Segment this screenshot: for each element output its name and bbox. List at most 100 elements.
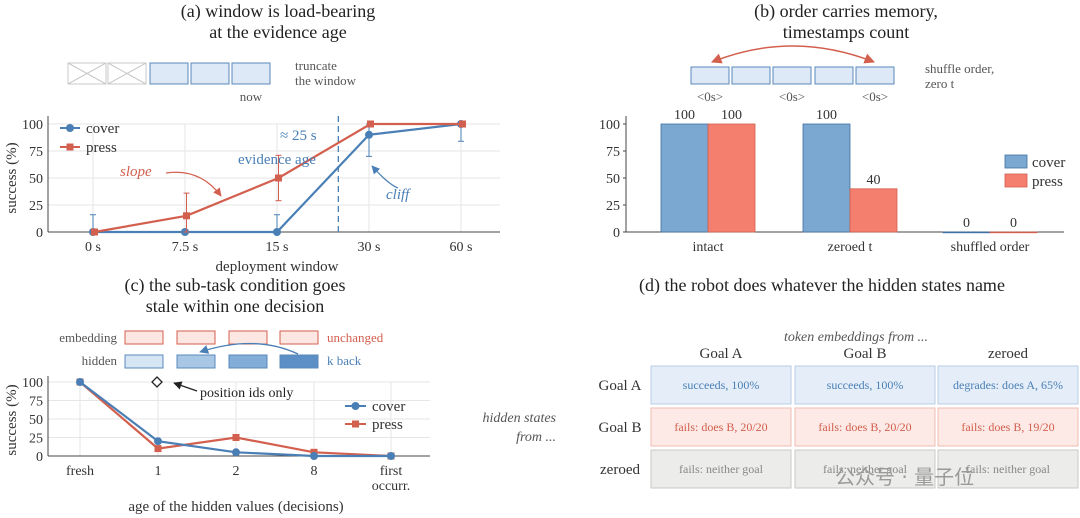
row-caption-2: from ... (516, 430, 556, 445)
y-tick-label: 50 (606, 172, 620, 187)
x-tick-label: occurr. (372, 479, 410, 494)
x-tick-label: 0 s (85, 240, 101, 255)
x-tick-label: 60 s (450, 240, 473, 255)
y-tick-label: 75 (29, 395, 43, 410)
panel-b-title-line1: (b) order carries memory, (754, 1, 938, 22)
table-cell-text: succeeds, 100% (827, 378, 904, 392)
data-point-cover (232, 448, 240, 457)
y-tick-label: 0 (36, 226, 43, 241)
panel-c-title-line2: stale within one decision (146, 296, 324, 316)
bar-value-label: 40 (867, 173, 881, 188)
hidden-box (279, 354, 319, 369)
column-header: zeroed (988, 346, 1028, 362)
data-point-cover (76, 378, 84, 386)
shuffle-label-2: zero t (925, 76, 955, 91)
position-ids-marker (151, 376, 163, 388)
hidden-box (124, 354, 164, 369)
legend-label: press (1032, 174, 1063, 190)
evidence-age-value: ≈ 25 s (280, 128, 317, 144)
truncate-label-2: the window (295, 73, 357, 88)
evidence-age-label: evidence age (238, 152, 316, 168)
row-caption-1: hidden states (483, 411, 557, 426)
table-cell-text: fails: does B, 20/20 (818, 420, 911, 434)
x-axis-title: age of the hidden values (decisions) (128, 499, 343, 515)
table-cell (937, 407, 1079, 447)
data-point-press (154, 445, 162, 453)
bar-value-label: 0 (1010, 216, 1017, 231)
x-tick-label: 1 (155, 464, 162, 479)
unchanged-label: unchanged (327, 330, 384, 345)
bar-press (989, 231, 1038, 234)
panel-b-schematic: <0s> <0s> <0s> shuffle order, zero t (690, 45, 994, 104)
x-axis-title: deployment window (216, 259, 339, 275)
window-box (190, 62, 230, 85)
data-point-press (367, 120, 374, 128)
box-label: <0s> (862, 89, 888, 104)
legend-swatch (1004, 173, 1028, 188)
embedding-box (279, 330, 319, 345)
column-caption: token embeddings from ... (784, 330, 928, 345)
cross-line (67, 62, 107, 85)
data-point-cover (154, 437, 162, 446)
chart-a: 0 25 50 75 100 0 s 7.5 s 15 s 30 s 60 s deployment… (4, 116, 500, 275)
cross-line (107, 62, 147, 85)
x-tick-label: first (380, 464, 403, 479)
y-tick-label: 25 (29, 432, 43, 447)
panel-c-schematic: embedding unchanged hidden k back (59, 330, 384, 369)
embedding-box (228, 330, 268, 345)
legend-marker (66, 143, 74, 151)
x-tick-label: 30 s (358, 240, 381, 255)
table-cell-text: fails: neither goal (966, 462, 1051, 476)
box-label: <0s> (697, 89, 723, 104)
column-header: Goal A (700, 346, 743, 362)
legend-marker (351, 402, 360, 410)
x-tick-label: 7.5 s (172, 240, 198, 255)
table-cell (650, 407, 792, 447)
legend-label: press (372, 417, 403, 433)
hidden-box (228, 354, 268, 369)
bar-cover (660, 123, 709, 233)
table-cell (794, 365, 936, 405)
table-cell-text: succeeds, 100% (683, 378, 760, 392)
data-point-cover (310, 452, 318, 460)
token-box (772, 66, 812, 85)
window-box (149, 62, 189, 85)
y-tick-label: 50 (29, 172, 43, 187)
position-note-arrow (173, 381, 198, 392)
panel-a-window-schematic: now truncate the window (67, 58, 357, 104)
bar-value-label: 100 (674, 108, 695, 123)
y-axis-title: success (%) (4, 142, 20, 213)
shuffle-label: shuffle order, (925, 61, 994, 76)
data-point-cover (365, 130, 373, 139)
k-back-label: k back (327, 353, 362, 368)
data-point-press (459, 120, 466, 128)
table-cell-text: fails: neither goal (679, 462, 764, 476)
y-tick-label: 25 (606, 199, 620, 214)
x-tick-label: shuffled order (951, 240, 1030, 255)
slope-label: slope (120, 164, 152, 180)
panel-d: (d) the robot does whatever the hidden s… (483, 275, 1079, 489)
panel-c-title-line1: (c) the sub-task condition goes (125, 275, 346, 296)
bar-value-label: 100 (721, 108, 742, 123)
legend-label: press (86, 140, 117, 156)
y-tick-label: 100 (599, 118, 620, 133)
panel-d-title: (d) the robot does whatever the hidden s… (639, 275, 1005, 296)
row-header: Goal B (599, 420, 642, 436)
token-box (731, 66, 771, 85)
y-tick-label: 50 (29, 413, 43, 428)
table-cell-text: degrades: does A, 65% (953, 378, 1063, 392)
x-tick-label: 8 (311, 464, 318, 479)
token-box (690, 66, 730, 85)
table-cell-text: fails: neither goal (823, 462, 908, 476)
y-tick-label: 75 (606, 145, 620, 160)
watermark: 公众号 · 量子位 (835, 465, 974, 489)
truncated-box (107, 62, 147, 85)
y-tick-label: 0 (613, 226, 620, 241)
hidden-box (176, 354, 216, 369)
column-header: Goal B (844, 346, 887, 362)
data-point-press (232, 434, 240, 441)
cliff-label: cliff (386, 187, 411, 203)
embedding-box (176, 330, 216, 345)
